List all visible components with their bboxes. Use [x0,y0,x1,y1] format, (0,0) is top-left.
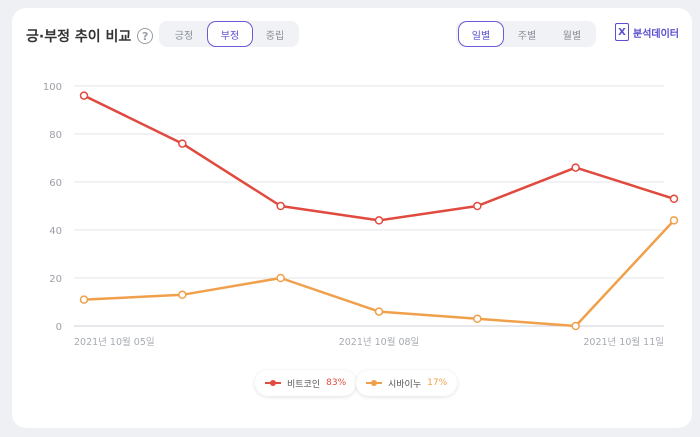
chart-series [79,91,679,331]
period-filter: 일별 주별 월별 [456,21,596,47]
chart-card: 긍·부정 추이 비교 ? 긍정 부정 중립 일별 주별 월별 X 분석데이터 0… [12,8,692,428]
y-tick-label: 20 [49,274,62,285]
card-title: 긍·부정 추이 비교 ? [26,26,154,46]
legend-marker-shiba [366,380,382,386]
y-tick-label: 40 [49,226,62,237]
data-point [473,201,482,211]
excel-file-icon: X [615,23,629,41]
x-axis-ticks: 2021년 10월 05일 2021년 10월 08일 2021년 10월 11일 [74,336,664,348]
help-icon[interactable]: ? [137,28,154,44]
y-tick-label: 0 [56,322,62,333]
legend-percent: 17% [427,378,448,388]
chart-grid [74,85,664,327]
y-tick-label: 60 [49,178,62,189]
data-point [571,163,580,172]
card-title-text: 긍·부정 추이 비교 [26,29,132,45]
x-tick-label: 2021년 10월 08일 [339,336,420,348]
period-option-weekly[interactable]: 주별 [517,30,537,42]
sentiment-option-negative[interactable]: 부정 [207,21,253,47]
legend-item-bitcoin[interactable]: 비트코인 83% [255,370,357,396]
data-point [669,194,679,204]
export-data-button[interactable]: X 분석데이터 [615,23,679,41]
period-option-daily[interactable]: 일별 [458,21,504,47]
data-point [571,321,580,331]
data-point [276,273,285,283]
y-axis-ticks: 0 20 40 60 80 100 [43,82,62,333]
data-point [374,307,384,316]
series-line-0 [83,94,675,222]
legend-percent: 83% [326,378,347,388]
legend-label: 시바이누 [388,379,422,390]
sentiment-filter: 긍정 부정 중립 [159,21,299,47]
x-tick-label: 2021년 10월 11일 [583,336,664,348]
data-point [79,295,89,304]
period-option-monthly[interactable]: 월별 [562,30,582,42]
data-point [374,216,384,225]
data-point [669,216,679,225]
legend-label: 비트코인 [287,379,321,390]
export-label: 분석데이터 [633,28,679,40]
x-tick-label: 2021년 10월 05일 [74,336,155,348]
y-tick-label: 80 [49,130,62,141]
data-point [473,314,482,324]
data-point [178,290,187,300]
y-tick-label: 100 [43,82,62,93]
data-point [79,91,89,100]
sentiment-option-positive[interactable]: 긍정 [174,30,194,42]
sentiment-option-neutral[interactable]: 중립 [265,30,285,42]
legend-marker-bitcoin [265,380,281,386]
data-point [178,139,187,148]
legend-item-shiba[interactable]: 시바이누 17% [356,370,458,396]
data-point [276,201,285,211]
